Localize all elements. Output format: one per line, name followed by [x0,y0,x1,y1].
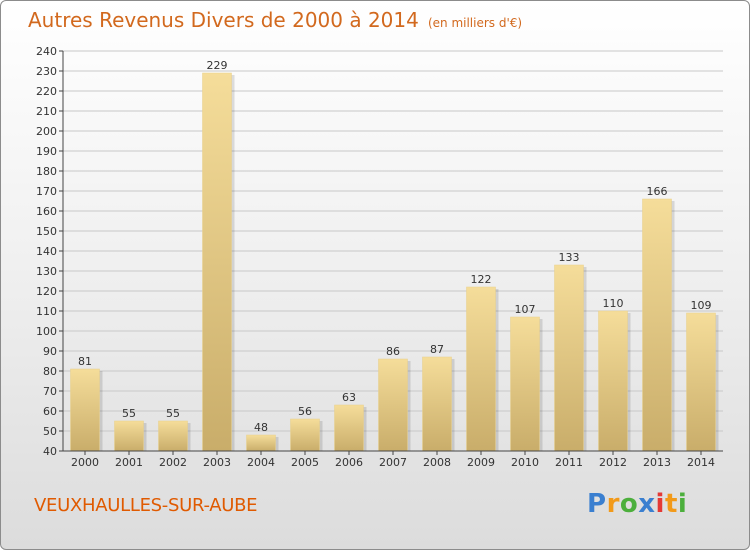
y-tick-label: 50 [43,425,57,438]
y-tick-label: 120 [36,285,57,298]
y-tick-label: 80 [43,365,57,378]
x-tick-label: 2004 [247,456,275,469]
logo-letter: i [655,489,665,519]
bars: 81 55 55 229 48 56 63 86 87 122 107 133 110 166 109 [70,59,719,452]
commune-name: VEUXHAULLES-SUR-AUBE [34,495,258,516]
y-tick-label: 130 [36,265,57,278]
bar [202,72,232,452]
x-tick-label: 2014 [687,456,715,469]
y-tick-label: 220 [36,85,57,98]
bar [510,316,540,452]
x-tick-label: 2002 [159,456,187,469]
logo-letter: r [606,489,620,519]
bar-value-label: 109 [691,299,712,312]
bar-value-label: 87 [430,343,444,356]
logo-letter: x [638,489,656,519]
logo-letter: P [587,489,607,519]
bar-value-label: 63 [342,391,356,404]
title-unit: (en milliers d'€) [427,16,523,30]
bar [642,198,672,452]
y-tick-label: 200 [36,125,57,138]
y-tick-label: 60 [43,405,57,418]
bar-value-label: 55 [122,407,136,420]
x-tick-label: 2012 [599,456,627,469]
logo-letter: t [664,489,678,519]
bar [114,420,144,452]
y-tick-label: 210 [36,105,57,118]
y-axis: 40 50 60 70 80 90 100 110 120 130 140 150 160 170 180 1… [36,45,64,458]
bar-value-label: 48 [254,421,268,434]
y-tick-label: 240 [36,45,57,58]
x-tick-label: 2003 [203,456,231,469]
x-tick-label: 2008 [423,456,451,469]
y-tick-label: 230 [36,65,57,78]
bar-value-label: 56 [298,405,312,418]
y-tick-label: 150 [36,225,57,238]
y-tick-label: 160 [36,205,57,218]
bar-value-label: 133 [559,251,580,264]
bar-value-label: 107 [515,303,536,316]
bar [598,310,628,452]
bar-value-label: 110 [603,297,624,310]
y-tick-label: 140 [36,245,57,258]
bar [686,312,716,452]
y-tick-label: 90 [43,345,57,358]
x-tick-label: 2009 [467,456,495,469]
bar-value-label: 81 [78,355,92,368]
x-axis: 2000 2001 2002 2003 2004 2005 2006 2007 2008 2009… [63,450,723,469]
x-tick-label: 2001 [115,456,143,469]
x-tick-label: 2006 [335,456,363,469]
bar [290,418,320,452]
y-tick-label: 40 [43,445,57,458]
logo-letter: o [619,489,639,519]
bar [158,420,188,452]
bar-value-label: 55 [166,407,180,420]
logo-letter: i [677,489,688,519]
x-tick-label: 2000 [71,456,99,469]
bar-value-label: 229 [207,59,228,72]
bar [554,264,584,452]
bar [70,368,100,452]
bar [334,404,364,452]
x-tick-label: 2013 [643,456,671,469]
x-tick-label: 2011 [555,456,583,469]
y-tick-label: 180 [36,165,57,178]
bar [466,286,496,452]
bar-value-label: 166 [647,185,668,198]
bar [378,358,408,452]
x-tick-label: 2005 [291,456,319,469]
y-tick-label: 170 [36,185,57,198]
y-tick-label: 110 [36,305,57,318]
y-tick-label: 190 [36,145,57,158]
bar-value-label: 86 [386,345,400,358]
proxiti-logo[interactable]: Proxiti [587,489,687,519]
bar [422,356,452,452]
y-tick-label: 100 [36,325,57,338]
x-tick-label: 2007 [379,456,407,469]
title-main: Autres Revenus Divers de 2000 à 2014 [28,8,419,32]
y-tick-label: 70 [43,385,57,398]
bar-value-label: 122 [471,273,492,286]
chart-title: Autres Revenus Divers de 2000 à 2014 (en… [28,8,522,32]
x-tick-label: 2010 [511,456,539,469]
bar [246,434,276,452]
